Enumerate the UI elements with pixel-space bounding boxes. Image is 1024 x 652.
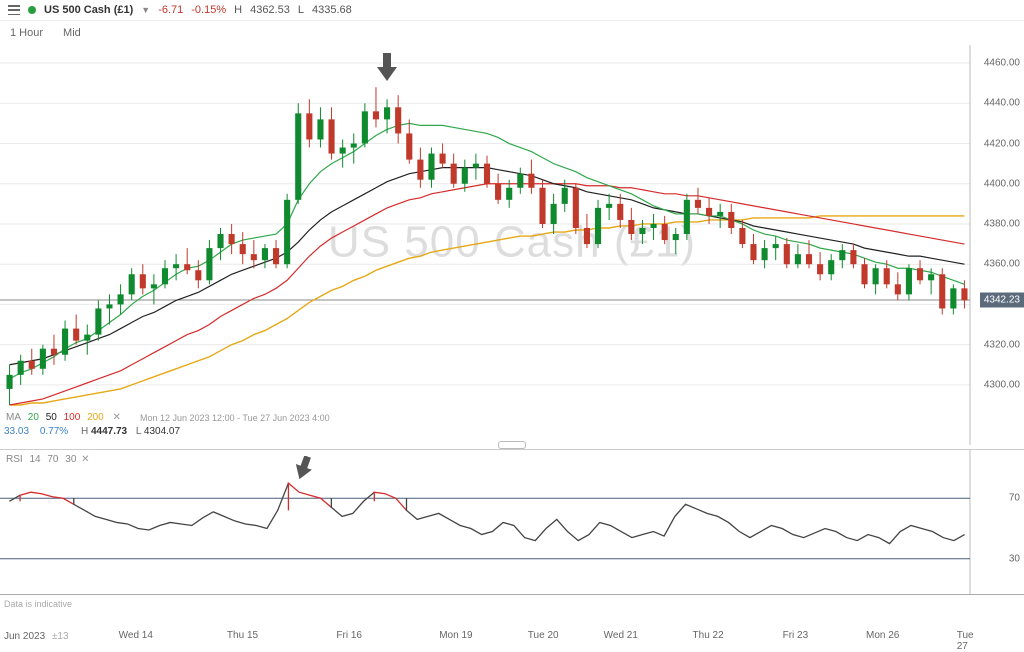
timeframe-row: 1 Hour Mid xyxy=(0,21,1024,45)
ma-close-icon[interactable]: ✕ xyxy=(113,412,121,423)
high-value: 4362.53 xyxy=(250,4,290,16)
symbol-title: US 500 Cash (£1) xyxy=(44,4,133,16)
rsi-close-icon[interactable]: ✕ xyxy=(81,454,89,465)
stat-h: 4447.73 xyxy=(91,426,127,437)
low-value: 4335.68 xyxy=(312,4,352,16)
stat-v2: 0.77% xyxy=(40,426,68,437)
ma-50: 50 xyxy=(46,412,57,423)
stat-l-label: L xyxy=(136,426,141,437)
rsi-legend: RSI 14 70 30 ✕ xyxy=(6,454,90,465)
rsi-label-30: 30 xyxy=(1009,553,1020,564)
price-change-pct: -0.15% xyxy=(191,4,226,16)
stats-row: 33.03 0.77% H 4447.73 L 4304.07 xyxy=(4,426,180,437)
hamburger-icon[interactable] xyxy=(8,5,20,15)
ma-100: 100 xyxy=(64,412,81,423)
high-label: H xyxy=(234,4,242,16)
annotation-arrow-rsi xyxy=(295,456,313,480)
status-dot-icon xyxy=(28,6,36,14)
rsi-p3: 30 xyxy=(65,454,76,465)
ma-20: 20 xyxy=(28,412,39,423)
chart-header: US 500 Cash (£1) ▼ -6.71 -0.15% H 4362.5… xyxy=(0,0,1024,21)
timeframe-mid[interactable]: Mid xyxy=(63,27,81,39)
y-axis-labels: 4300.004320.004340.004360.004380.004400.… xyxy=(974,45,1024,445)
rsi-p1: 14 xyxy=(29,454,40,465)
data-indicative-note: Data is indicative xyxy=(4,599,72,609)
rsi-label: RSI xyxy=(6,454,23,465)
ma-200: 200 xyxy=(87,412,104,423)
stat-h-label: H xyxy=(81,426,88,437)
price-chart[interactable]: US 500 Cash (£1) 4300.004320.004340.0043… xyxy=(0,45,1024,445)
price-change: -6.71 xyxy=(158,4,183,16)
ma-legend: MA 20 50 100 200 ✕ xyxy=(6,412,125,423)
stat-l: 4304.07 xyxy=(144,426,180,437)
x-axis-start: Jun 2023 ±13 xyxy=(4,631,69,642)
current-price-tag: 4342.23 xyxy=(980,292,1024,307)
xaxis-month: Jun 2023 xyxy=(4,631,45,642)
low-label: L xyxy=(298,4,304,16)
stat-v1: 33.03 xyxy=(4,426,29,437)
rsi-p2: 70 xyxy=(47,454,58,465)
x-axis: Data is indicative Wed 14Thu 15Fri 16Mon… xyxy=(0,594,1024,644)
panel-resize-handle[interactable] xyxy=(498,441,526,449)
dropdown-icon[interactable]: ▼ xyxy=(141,5,150,15)
rsi-panel[interactable]: RSI 14 70 30 ✕ 70 30 xyxy=(0,449,1024,594)
date-range-text: Mon 12 Jun 2023 12:00 - Tue 27 Jun 2023 … xyxy=(140,413,330,423)
xaxis-sub: ±13 xyxy=(52,631,69,642)
rsi-label-70: 70 xyxy=(1009,493,1020,504)
timeframe-1hour[interactable]: 1 Hour xyxy=(10,27,43,39)
main-chart-svg xyxy=(0,45,1024,445)
ma-label: MA xyxy=(6,412,21,423)
rsi-chart-svg xyxy=(0,450,1024,595)
